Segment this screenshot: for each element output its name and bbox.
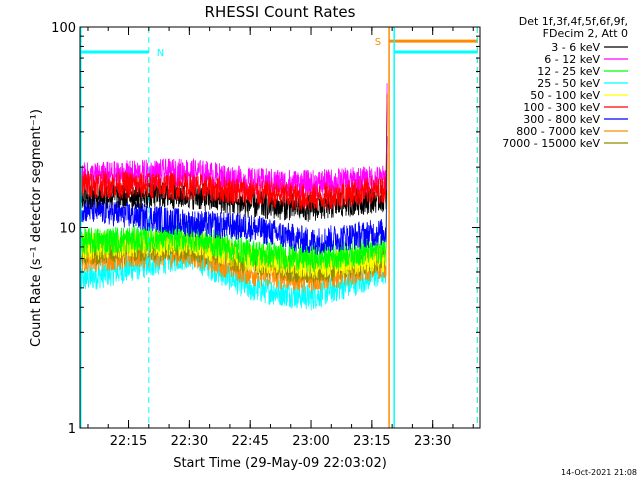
- legend-label: 100 - 300 keV: [523, 101, 600, 114]
- x-axis-label: Start Time (29-May-09 22:03:02): [173, 456, 387, 471]
- x-tick-label: 22:45: [231, 434, 268, 449]
- legend-label: 3 - 6 keV: [551, 41, 600, 54]
- series-line-6: [80, 136, 388, 255]
- y-tick-label: 1: [68, 422, 76, 437]
- series-line-2: [80, 153, 388, 273]
- legend-label: 300 - 800 keV: [523, 113, 600, 126]
- series-line-5: [80, 93, 388, 211]
- legend-label: 800 - 7000 keV: [516, 125, 600, 138]
- legend-label: 7000 - 15000 keV: [502, 137, 600, 150]
- legend-header-line: Det 1f,3f,4f,5f,6f,9f,: [519, 15, 628, 28]
- x-tick-label: 23:15: [353, 434, 390, 449]
- x-tick-label: 22:15: [110, 434, 147, 449]
- legend-label: 50 - 100 keV: [530, 89, 600, 102]
- y-tick-label: 10: [59, 222, 76, 237]
- x-tick-label: 22:30: [171, 434, 208, 449]
- chart-title: RHESSI Count Rates: [205, 3, 356, 21]
- legend-label: 6 - 12 keV: [544, 53, 600, 66]
- y-axis-label: Count Rate (s⁻¹ detector segment⁻¹): [29, 109, 44, 347]
- legend-label: 12 - 25 keV: [537, 65, 600, 78]
- x-tick-label: 23:00: [292, 434, 329, 449]
- legend-label: 25 - 50 keV: [537, 77, 600, 90]
- legend: Det 1f,3f,4f,5f,6f,9f,FDecim 2, Att 03 -…: [502, 15, 628, 150]
- y-tick-label: 100: [51, 21, 76, 36]
- flag-label: N: [157, 48, 164, 59]
- axis-layer: 1 10 100 22:15 22:30 22:45 23:00 23:15 23:30: [51, 21, 480, 449]
- flag-label: S: [375, 37, 381, 48]
- footer-timestamp: 14-Oct-2021 21:08: [561, 468, 637, 477]
- x-tick-label: 23:30: [414, 434, 451, 449]
- legend-header-line: FDecim 2, Att 0: [543, 27, 628, 40]
- series-layer: [80, 83, 388, 311]
